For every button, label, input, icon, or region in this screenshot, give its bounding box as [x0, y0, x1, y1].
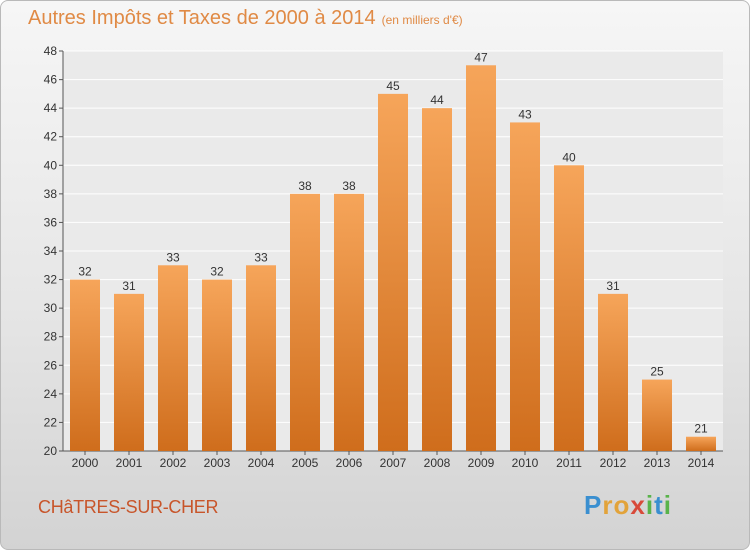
- logo-letter: t: [654, 490, 664, 520]
- data-label-2001: 31: [122, 279, 136, 293]
- y-tick-label: 48: [44, 44, 58, 58]
- y-tick-label: 44: [44, 101, 58, 115]
- y-tick-label: 30: [44, 301, 58, 315]
- bar-2011: [554, 165, 584, 452]
- data-label-2011: 40: [562, 150, 576, 164]
- y-tick-label: 24: [44, 387, 58, 401]
- bar-2012: [598, 293, 628, 451]
- x-tick-label: 2010: [512, 456, 539, 470]
- bar-2008: [422, 108, 452, 452]
- bar-layer: [70, 65, 716, 452]
- y-tick-label: 22: [44, 415, 58, 429]
- x-tick-label: 2006: [336, 456, 363, 470]
- logo-letter: r: [602, 490, 614, 520]
- x-tick-label: 2001: [116, 456, 143, 470]
- x-tick-label: 2008: [424, 456, 451, 470]
- logo-letter: o: [613, 490, 631, 520]
- data-label-2010: 43: [518, 107, 532, 121]
- y-tick-label: 32: [44, 273, 58, 287]
- y-tick-label: 36: [44, 215, 58, 229]
- bar-2005: [290, 193, 320, 451]
- bar-2003: [202, 279, 232, 451]
- data-label-2012: 31: [606, 279, 620, 293]
- commune-name: CHâTRES-SUR-CHER: [38, 497, 219, 517]
- data-label-2004: 33: [254, 250, 268, 264]
- bar-2006: [334, 193, 364, 451]
- y-tick-label: 34: [44, 244, 58, 258]
- bar-2001: [114, 293, 144, 451]
- chart-subtitle: (en milliers d'€): [381, 13, 463, 27]
- data-label-2000: 32: [78, 265, 92, 279]
- y-tick-label: 40: [44, 158, 58, 172]
- data-label-2002: 33: [166, 250, 180, 264]
- y-tick-label: 38: [44, 187, 58, 201]
- x-tick-label: 2013: [644, 456, 671, 470]
- bar-2004: [246, 265, 276, 451]
- logo-letter: i: [645, 490, 655, 520]
- y-tick-label: 42: [44, 130, 58, 144]
- x-tick-label: 2004: [248, 456, 275, 470]
- data-label-2003: 32: [210, 265, 224, 279]
- y-tick-label: 20: [44, 444, 58, 458]
- bar-2002: [158, 265, 188, 451]
- data-label-2007: 45: [386, 79, 400, 93]
- x-tick-label: 2002: [160, 456, 187, 470]
- y-tick-label: 46: [44, 73, 58, 87]
- y-tick-label: 26: [44, 358, 58, 372]
- proxiti-logo[interactable]: Proxiti: [584, 490, 672, 521]
- logo-letter: i: [663, 490, 672, 520]
- x-tick-label: 2009: [468, 456, 495, 470]
- x-tick-label: 2000: [72, 456, 99, 470]
- logo-letter: x: [630, 490, 646, 520]
- x-tick-label: 2007: [380, 456, 407, 470]
- chart-title-text: Autres Impôts et Taxes de 2000 à 2014: [28, 7, 376, 29]
- chart-title: Autres Impôts et Taxes de 2000 à 2014 (en…: [28, 7, 463, 30]
- x-tick-label: 2003: [204, 456, 231, 470]
- bar-2010: [510, 122, 540, 451]
- x-tick-label: 2012: [600, 456, 627, 470]
- x-tick-label: 2011: [556, 456, 582, 470]
- x-tick-label: 2005: [292, 456, 319, 470]
- x-tick-label: 2014: [688, 456, 715, 470]
- y-tick-label: 28: [44, 330, 58, 344]
- data-label-2006: 38: [342, 179, 356, 193]
- bar-2007: [378, 93, 408, 451]
- data-label-2014: 21: [694, 422, 708, 436]
- data-label-2013: 25: [650, 365, 664, 379]
- logo-letter: P: [584, 490, 603, 520]
- label-layer: 32 31 33 32 33 38 38 45 44 47 43 40 31 25 21: [78, 50, 708, 435]
- data-label-2008: 44: [430, 93, 444, 107]
- axis-layer: 20 22 24 26 28 30 32 34 36 38 40 42 44 46 48 2000 2001 20…: [44, 44, 723, 470]
- data-label-2005: 38: [298, 179, 312, 193]
- bar-2014: [686, 436, 716, 451]
- data-label-2009: 47: [474, 50, 488, 64]
- bar-2013: [642, 379, 672, 451]
- bar-2009: [466, 65, 496, 452]
- bar-2000: [70, 279, 100, 451]
